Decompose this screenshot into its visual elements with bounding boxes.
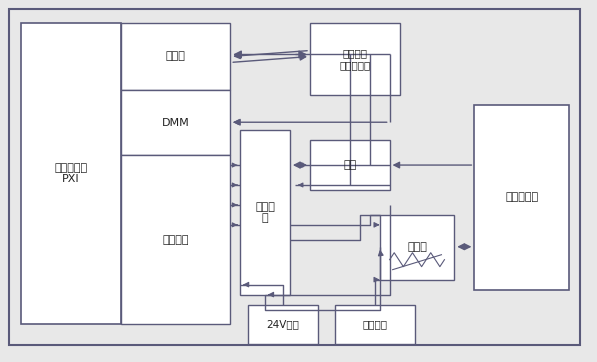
Text: 用户设备: 用户设备 (362, 319, 387, 329)
Bar (121, 90, 230, 155)
Text: 控制器: 控制器 (165, 51, 186, 62)
Bar (380, 215, 454, 279)
Bar (310, 140, 390, 190)
Text: 24V电源: 24V电源 (267, 319, 300, 329)
Bar (21, 22, 121, 324)
Bar (475, 105, 569, 290)
Bar (121, 155, 230, 324)
Text: 被测电路板: 被测电路板 (505, 193, 538, 202)
Text: 继电器: 继电器 (407, 242, 427, 252)
Text: 接口单
元: 接口单 元 (255, 202, 275, 223)
Text: 工业计算机
PXI: 工业计算机 PXI (54, 163, 87, 184)
Bar (248, 304, 318, 344)
Text: 针床: 针床 (343, 160, 356, 170)
Text: DMM: DMM (162, 118, 189, 128)
Bar (335, 304, 414, 344)
Bar (310, 22, 399, 95)
Text: 矩阵开关: 矩阵开关 (162, 235, 189, 245)
Bar (240, 130, 290, 295)
Text: 键盘、鼠
标、显示器: 键盘、鼠 标、显示器 (339, 48, 370, 70)
Bar (121, 22, 230, 90)
